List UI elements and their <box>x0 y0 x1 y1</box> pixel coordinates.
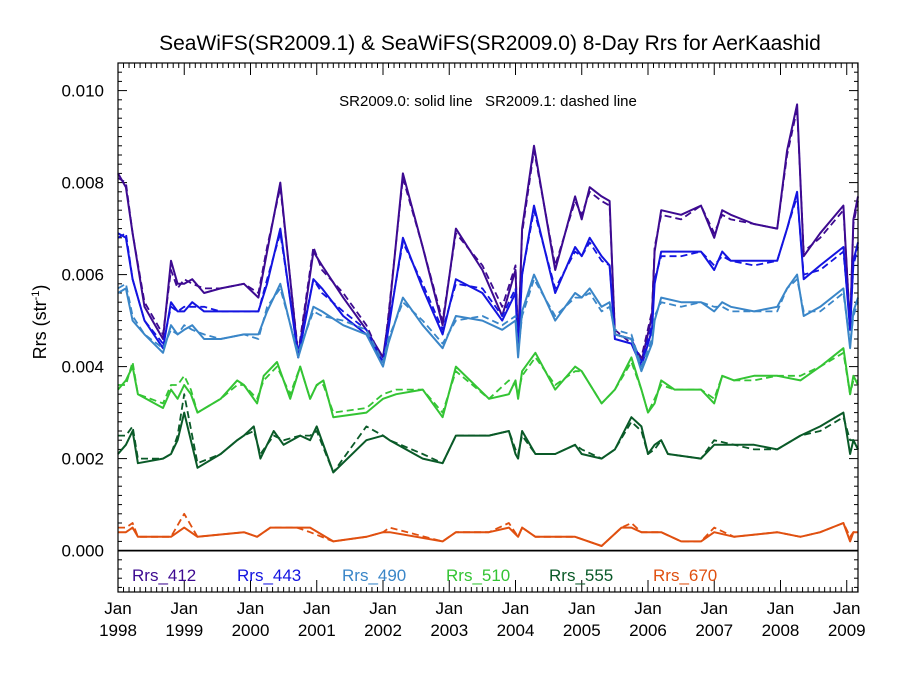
x-tick-label-year: 2001 <box>298 621 336 640</box>
series-line-solid-rrs-555 <box>117 411 859 474</box>
x-tick-label-month: Jan <box>502 599 529 618</box>
x-tick-label-year: 2006 <box>629 621 667 640</box>
x-tick-label-month: Jan <box>833 599 860 618</box>
x-tick-label-year: 1998 <box>99 621 137 640</box>
x-ticks-group: Jan 1998 Jan 1999 Jan 2000 Jan 2001 Jan 2002 Jan 20… <box>99 63 866 640</box>
y-ticks-group: 0.000 0.002 0.004 0.006 0.008 0.010 <box>61 62 858 588</box>
x-tick-label-month: Jan <box>104 599 131 618</box>
x-tick-label-month: Jan <box>767 599 794 618</box>
x-tick-label-year: 1999 <box>165 621 203 640</box>
x-tick-label-month: Jan <box>701 599 728 618</box>
legend-entry-rrs-670: Rrs_670 <box>653 566 717 585</box>
series-line-solid-rrs-490 <box>117 273 859 373</box>
y-tick-label: 0.010 <box>61 82 104 101</box>
x-tick-label-year: 2005 <box>563 621 601 640</box>
x-tick-label-month: Jan <box>237 599 264 618</box>
plot-frame <box>117 62 859 593</box>
series-line-solid-rrs-670 <box>118 522 858 547</box>
chart-title: SeaWiFS(SR2009.1) & SeaWiFS(SR2009.0) 8-… <box>159 32 821 55</box>
x-tick-label-year: 2007 <box>695 621 733 640</box>
line-style-annotation: SR2009.0: solid line SR2009.1: dashed li… <box>339 93 637 110</box>
y-axis-label: Rrs (str-1) <box>30 285 50 360</box>
x-tick-label-month: Jan <box>436 599 463 618</box>
y-tick-label: 0.000 <box>61 542 104 561</box>
y-tick-label: 0.008 <box>61 174 104 193</box>
y-axis-label-main: Rrs (str <box>30 300 50 359</box>
y-tick-label: 0.006 <box>61 266 104 285</box>
x-tick-label-month: Jan <box>369 599 396 618</box>
x-tick-label-month: Jan <box>171 599 198 618</box>
x-tick-label-month: Jan <box>634 599 661 618</box>
x-tick-label-year: 2004 <box>497 621 535 640</box>
x-tick-label-month: Jan <box>568 599 595 618</box>
legend-entry-rrs-555: Rrs_555 <box>549 566 613 585</box>
y-axis-label-superscript: -1 <box>30 291 42 301</box>
x-tick-label-year: 2003 <box>430 621 468 640</box>
y-axis-label-close: ) <box>30 285 50 291</box>
x-tick-label-year: 2009 <box>828 621 866 640</box>
series-line-solid-rrs-510 <box>117 347 859 419</box>
legend-entry-rrs-490: Rrs_490 <box>342 566 406 585</box>
legend-group: Rrs_412 Rrs_443 Rrs_490 Rrs_510 Rrs_555 Rrs_6… <box>132 566 717 585</box>
x-tick-label-month: Jan <box>303 599 330 618</box>
legend-entry-rrs-510: Rrs_510 <box>446 566 510 585</box>
y-tick-label: 0.002 <box>61 450 104 469</box>
x-tick-label-year: 2008 <box>762 621 800 640</box>
legend-entry-rrs-412: Rrs_412 <box>132 566 196 585</box>
x-tick-label-year: 2002 <box>364 621 402 640</box>
series-lines-group <box>117 103 859 547</box>
series-line-dashed-rrs-490 <box>117 278 859 368</box>
y-tick-label: 0.004 <box>61 358 104 377</box>
legend-entry-rrs-443: Rrs_443 <box>237 566 301 585</box>
x-tick-label-year: 2000 <box>232 621 270 640</box>
